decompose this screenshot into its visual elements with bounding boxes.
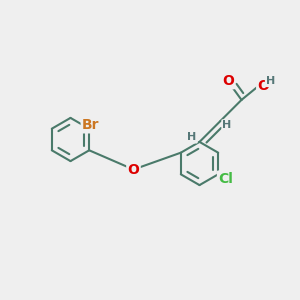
Text: Cl: Cl [218, 172, 233, 186]
Text: H: H [223, 120, 232, 130]
Text: O: O [257, 80, 269, 93]
Text: O: O [128, 163, 140, 176]
Text: H: H [266, 76, 275, 86]
Text: H: H [188, 132, 196, 142]
Text: Br: Br [82, 118, 100, 132]
Text: O: O [222, 74, 234, 88]
